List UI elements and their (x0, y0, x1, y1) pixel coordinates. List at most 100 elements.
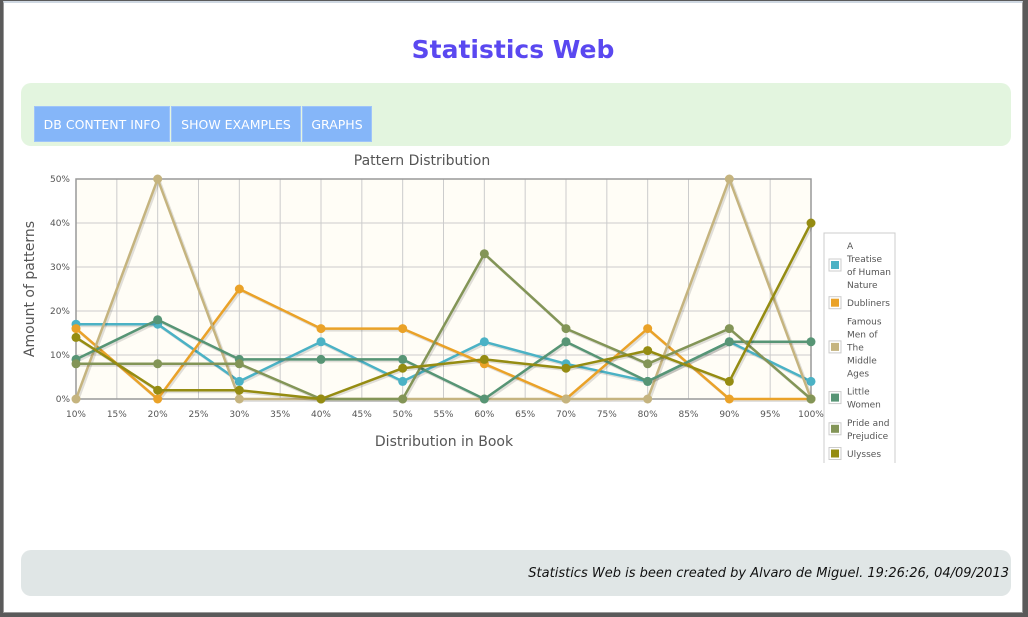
x-axis-label: Distribution in Book (375, 434, 514, 450)
y-tick-label: 50% (50, 175, 70, 185)
data-point (234, 385, 244, 395)
series-line (75, 222, 813, 401)
data-point (153, 394, 163, 404)
data-point (398, 363, 408, 373)
data-point (316, 354, 326, 364)
legend-label: A Treatise of Human Nature (846, 242, 891, 291)
x-tick-label: 60% (474, 410, 494, 420)
data-point (643, 359, 653, 369)
data-point (561, 324, 571, 334)
x-tick-label: 25% (188, 410, 208, 420)
legend-label: Little Women (847, 388, 881, 411)
x-tick-label: 40% (311, 410, 331, 420)
browser-window: Statistics Web DB CONTENT INFO SHOW EXAM… (3, 1, 1023, 613)
x-tick-label: 95% (760, 410, 780, 420)
data-point (479, 337, 489, 347)
menu-bar: DB CONTENT INFO SHOW EXAMPLES GRAPHS (21, 83, 1011, 146)
data-point (643, 346, 653, 356)
data-point (398, 324, 408, 334)
y-tick-label: 20% (50, 307, 70, 317)
x-tick-label: 45% (352, 410, 372, 420)
y-tick-label: 30% (50, 263, 70, 273)
legend-label: Famous Men of The Middle Ages (846, 317, 882, 379)
legend-swatch (831, 298, 839, 307)
x-tick-label: 70% (556, 410, 576, 420)
series-line (75, 287, 811, 401)
legend-label: Ulysses (847, 450, 881, 460)
data-point (153, 385, 163, 395)
data-point (724, 394, 734, 404)
footer-text: Statistics Web is been created by Alvaro… (528, 566, 1009, 581)
data-point (724, 376, 734, 386)
x-tick-label: 100% (798, 410, 824, 420)
data-point (234, 359, 244, 369)
legend-swatch (831, 393, 839, 402)
x-tick-label: 20% (148, 410, 168, 420)
data-point (724, 324, 734, 334)
series-line (76, 252, 812, 401)
data-point (71, 332, 81, 342)
x-tick-label: 50% (393, 410, 413, 420)
data-point (561, 394, 571, 404)
x-tick-label: 35% (270, 410, 290, 420)
legend-swatch (831, 261, 839, 269)
legend-swatch (831, 424, 839, 433)
data-point (153, 315, 163, 325)
series-line (74, 177, 813, 401)
graphs-button[interactable]: GRAPHS (302, 106, 372, 142)
data-point (153, 174, 163, 184)
legend-label: Pride and Prejudice (847, 419, 890, 442)
data-point (561, 363, 571, 373)
y-tick-label: 40% (50, 219, 70, 229)
data-point (234, 394, 244, 404)
pattern-distribution-chart: Pattern Distribution Distribution in Boo… (22, 153, 896, 463)
data-point (806, 218, 816, 228)
y-axis-label: Amount of patterns (22, 221, 38, 357)
data-point (71, 324, 81, 334)
show-examples-button[interactable]: SHOW EXAMPLES (171, 106, 301, 142)
x-tick-label: 10% (66, 410, 86, 420)
data-point (398, 354, 408, 364)
data-point (71, 359, 81, 369)
data-point (806, 337, 816, 347)
x-tick-label: 15% (107, 410, 127, 420)
footer: Statistics Web is been created by Alvaro… (21, 550, 1011, 596)
data-point (398, 376, 408, 386)
legend-label: Dubliners (847, 299, 890, 309)
x-tick-label: 65% (515, 410, 535, 420)
data-point (316, 324, 326, 334)
data-point (234, 284, 244, 294)
legend-swatch (831, 449, 839, 458)
data-point (316, 337, 326, 347)
data-point (71, 394, 81, 404)
x-tick-label: 85% (678, 410, 698, 420)
data-point (724, 337, 734, 347)
data-point (234, 376, 244, 386)
x-tick-label: 75% (597, 410, 617, 420)
y-tick-label: 0% (56, 395, 71, 405)
x-tick-label: 55% (433, 410, 453, 420)
data-point (479, 249, 489, 259)
series-line (75, 318, 811, 401)
series-shadow (77, 252, 814, 402)
data-point (153, 359, 163, 369)
x-tick-label: 30% (229, 410, 249, 420)
data-point (561, 337, 571, 347)
db-content-info-button[interactable]: DB CONTENT INFO (34, 106, 170, 142)
chart-title: Pattern Distribution (354, 153, 491, 169)
legend-swatch (831, 342, 839, 351)
x-tick-label: 80% (638, 410, 658, 420)
data-point (479, 354, 489, 364)
data-point (316, 394, 326, 404)
data-point (398, 394, 408, 404)
data-point (724, 174, 734, 184)
y-tick-label: 10% (50, 351, 70, 361)
data-point (643, 324, 653, 334)
data-point (643, 394, 653, 404)
data-point (806, 376, 816, 386)
data-point (806, 394, 816, 404)
data-point (479, 394, 489, 404)
x-tick-label: 90% (719, 410, 739, 420)
page-title: Statistics Web (411, 35, 615, 64)
data-point (643, 376, 653, 386)
